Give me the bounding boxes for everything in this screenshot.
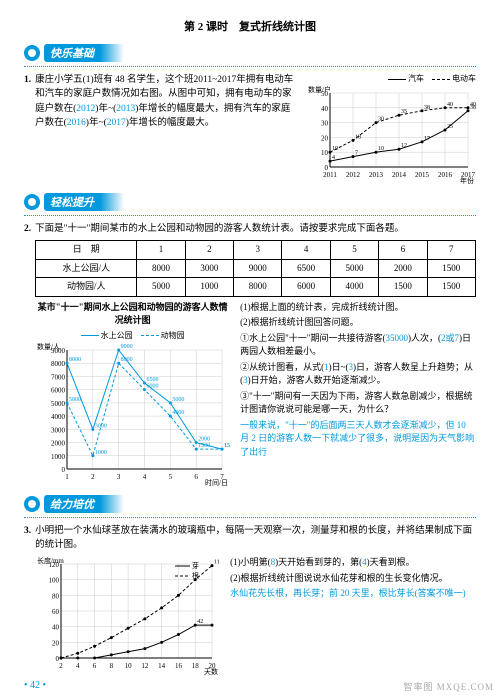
q3-b-ans: 水仙花先长根，再长芽；前 20 天里，根比芽长(答案不唯一) <box>230 587 476 601</box>
svg-text:9000: 9000 <box>121 344 133 350</box>
q2-c-ans: 一般来说，"十一"的后面两三天人数才会逐渐减少，但 10 月 2 日的游客人数一… <box>240 419 476 460</box>
q2-a: ①水上公园"十一"期间一共接待游客(35000)人次，(2或7)日两园人数相差最… <box>240 332 476 359</box>
svg-text:10: 10 <box>321 149 329 157</box>
badge-text: 给力培优 <box>44 495 124 513</box>
q3-chart: 0204060801001202468101214161820长度/mm天数42… <box>35 556 220 676</box>
q3-b: (2)根据折线统计图说说水仙花芽和根的生长变化情况。 <box>230 572 476 586</box>
q2-c: ③"十一"期间有一天因为下雨，游客人数急剧减少，根据统计图请你说说可能是哪一天，… <box>240 390 476 417</box>
svg-text:60: 60 <box>52 608 60 616</box>
svg-text:2: 2 <box>91 473 95 481</box>
svg-text:3: 3 <box>117 473 121 481</box>
svg-text:4: 4 <box>76 662 80 670</box>
svg-text:时间/日: 时间/日 <box>205 478 228 487</box>
svg-text:4000: 4000 <box>172 410 184 416</box>
svg-text:6000: 6000 <box>51 386 66 394</box>
q2-lead: 下面是"十一"期间某市的水上公园和动物园的游客人数统计表。请按要求完成下面各题。 <box>35 222 476 236</box>
svg-text:2011: 2011 <box>323 171 337 179</box>
svg-text:1500: 1500 <box>224 443 230 449</box>
q2-s2: (2)根据折线统计图回答问题。 <box>240 316 476 330</box>
q3-num: 3. <box>24 524 31 677</box>
svg-text:118: 118 <box>214 560 220 566</box>
svg-text:40: 40 <box>52 624 60 632</box>
section-1: 1. 康庄小学五(1)班有 48 名学生，这个班2011~2017年拥有电动车和… <box>24 66 476 185</box>
badge-text: 快乐基础 <box>44 44 124 62</box>
svg-text:5000: 5000 <box>51 400 66 408</box>
svg-text:6500: 6500 <box>147 377 159 383</box>
svg-text:数量/户: 数量/户 <box>308 85 331 94</box>
svg-text:1: 1 <box>65 473 69 481</box>
svg-text:2012: 2012 <box>346 171 361 179</box>
svg-text:12: 12 <box>142 662 150 670</box>
svg-text:2000: 2000 <box>51 439 66 447</box>
svg-text:18: 18 <box>192 662 200 670</box>
svg-text:1000: 1000 <box>95 450 107 456</box>
q2-s1: (1)根据上面的统计表，完成折线统计图。 <box>240 301 476 315</box>
badge-qingsong: 轻松提升 <box>24 193 124 211</box>
svg-text:7000: 7000 <box>51 373 66 381</box>
q2-b: ②从统计图看，从式(1)日~(3)日，游客人数呈上升趋势；从(3)日开始，游客人… <box>240 361 476 388</box>
q1-chart: 汽车 电动车 010203040502011201220132014201520… <box>306 73 476 185</box>
svg-text:年份: 年份 <box>460 176 474 185</box>
svg-text:长度/mm: 长度/mm <box>37 556 64 565</box>
svg-text:4000: 4000 <box>51 413 66 421</box>
svg-text:6: 6 <box>195 473 199 481</box>
svg-text:2: 2 <box>59 662 63 670</box>
svg-text:8000: 8000 <box>51 360 66 368</box>
svg-text:数量/人: 数量/人 <box>37 342 60 351</box>
svg-text:5000: 5000 <box>172 397 184 403</box>
svg-text:1500: 1500 <box>198 443 210 449</box>
svg-text:10: 10 <box>125 662 133 670</box>
page-number: • 42 • <box>24 680 46 691</box>
svg-text:40: 40 <box>447 102 453 108</box>
q3-a: (1)小明第(8)天开始看到芽的，第(4)天看到根。 <box>230 556 476 570</box>
q3-lead: 小明把一个水仙球茎放在装满水的玻璃瓶中，每隔一天观察一次，测量芽和根的长度，并将… <box>35 524 476 553</box>
svg-text:100: 100 <box>49 577 60 585</box>
badge-icon <box>24 496 40 512</box>
svg-text:天数: 天数 <box>204 667 218 676</box>
svg-text:5: 5 <box>169 473 173 481</box>
svg-text:4: 4 <box>143 473 147 481</box>
watermark: 智率图 MXQE.COM <box>403 680 494 693</box>
q2-chart-title: 某市"十一"期间水上公园和动物园的游客人数情况统计图 <box>35 301 230 328</box>
svg-text:8000: 8000 <box>121 357 133 363</box>
svg-text:20: 20 <box>52 640 60 648</box>
svg-text:5000: 5000 <box>69 397 81 403</box>
svg-text:80: 80 <box>52 593 60 601</box>
svg-text:根: 根 <box>192 571 199 580</box>
page-header: 第 2 课时 复式折线统计图 <box>24 18 476 34</box>
badge-text: 轻松提升 <box>44 193 124 211</box>
svg-text:20: 20 <box>321 134 329 142</box>
svg-text:14: 14 <box>158 662 166 670</box>
badge-geili: 给力培优 <box>24 495 124 513</box>
section-2: 2. 下面是"十一"期间某市的水上公园和动物园的游客人数统计表。请按要求完成下面… <box>24 215 476 487</box>
svg-text:8000: 8000 <box>69 357 81 363</box>
badge-kuaile: 快乐基础 <box>24 44 124 62</box>
badge-icon <box>24 194 40 210</box>
badge-icon <box>24 45 40 61</box>
svg-text:42: 42 <box>197 619 203 625</box>
svg-text:6000: 6000 <box>147 383 159 389</box>
svg-text:40: 40 <box>321 105 329 113</box>
section-3: 3. 小明把一个水仙球茎放在装满水的玻璃瓶中，每隔一天观察一次，测量芽和根的长度… <box>24 517 476 677</box>
q2-chart: 0100020003000400050006000700080009000123… <box>35 342 230 487</box>
q1-num: 1. <box>24 73 31 130</box>
svg-text:40: 40 <box>470 102 476 108</box>
svg-text:2014: 2014 <box>392 171 407 179</box>
svg-text:2000: 2000 <box>198 436 210 442</box>
svg-text:8: 8 <box>110 662 114 670</box>
svg-text:16: 16 <box>175 662 183 670</box>
svg-text:3000: 3000 <box>51 426 66 434</box>
q1-text: 康庄小学五(1)班有 48 名学生，这个班2011~2017年拥有电动车和汽车的… <box>35 73 298 130</box>
svg-text:芽: 芽 <box>192 561 199 570</box>
svg-text:18: 18 <box>355 134 361 140</box>
svg-text:2016: 2016 <box>438 171 453 179</box>
svg-text:2013: 2013 <box>369 171 384 179</box>
q2-num: 2. <box>24 222 31 487</box>
svg-text:6: 6 <box>93 662 97 670</box>
q2-table: 日 期1234567 水上公园/人80003000900065005000200… <box>35 240 476 297</box>
svg-text:1000: 1000 <box>51 453 66 461</box>
svg-text:30: 30 <box>321 120 329 128</box>
svg-text:2015: 2015 <box>415 171 430 179</box>
